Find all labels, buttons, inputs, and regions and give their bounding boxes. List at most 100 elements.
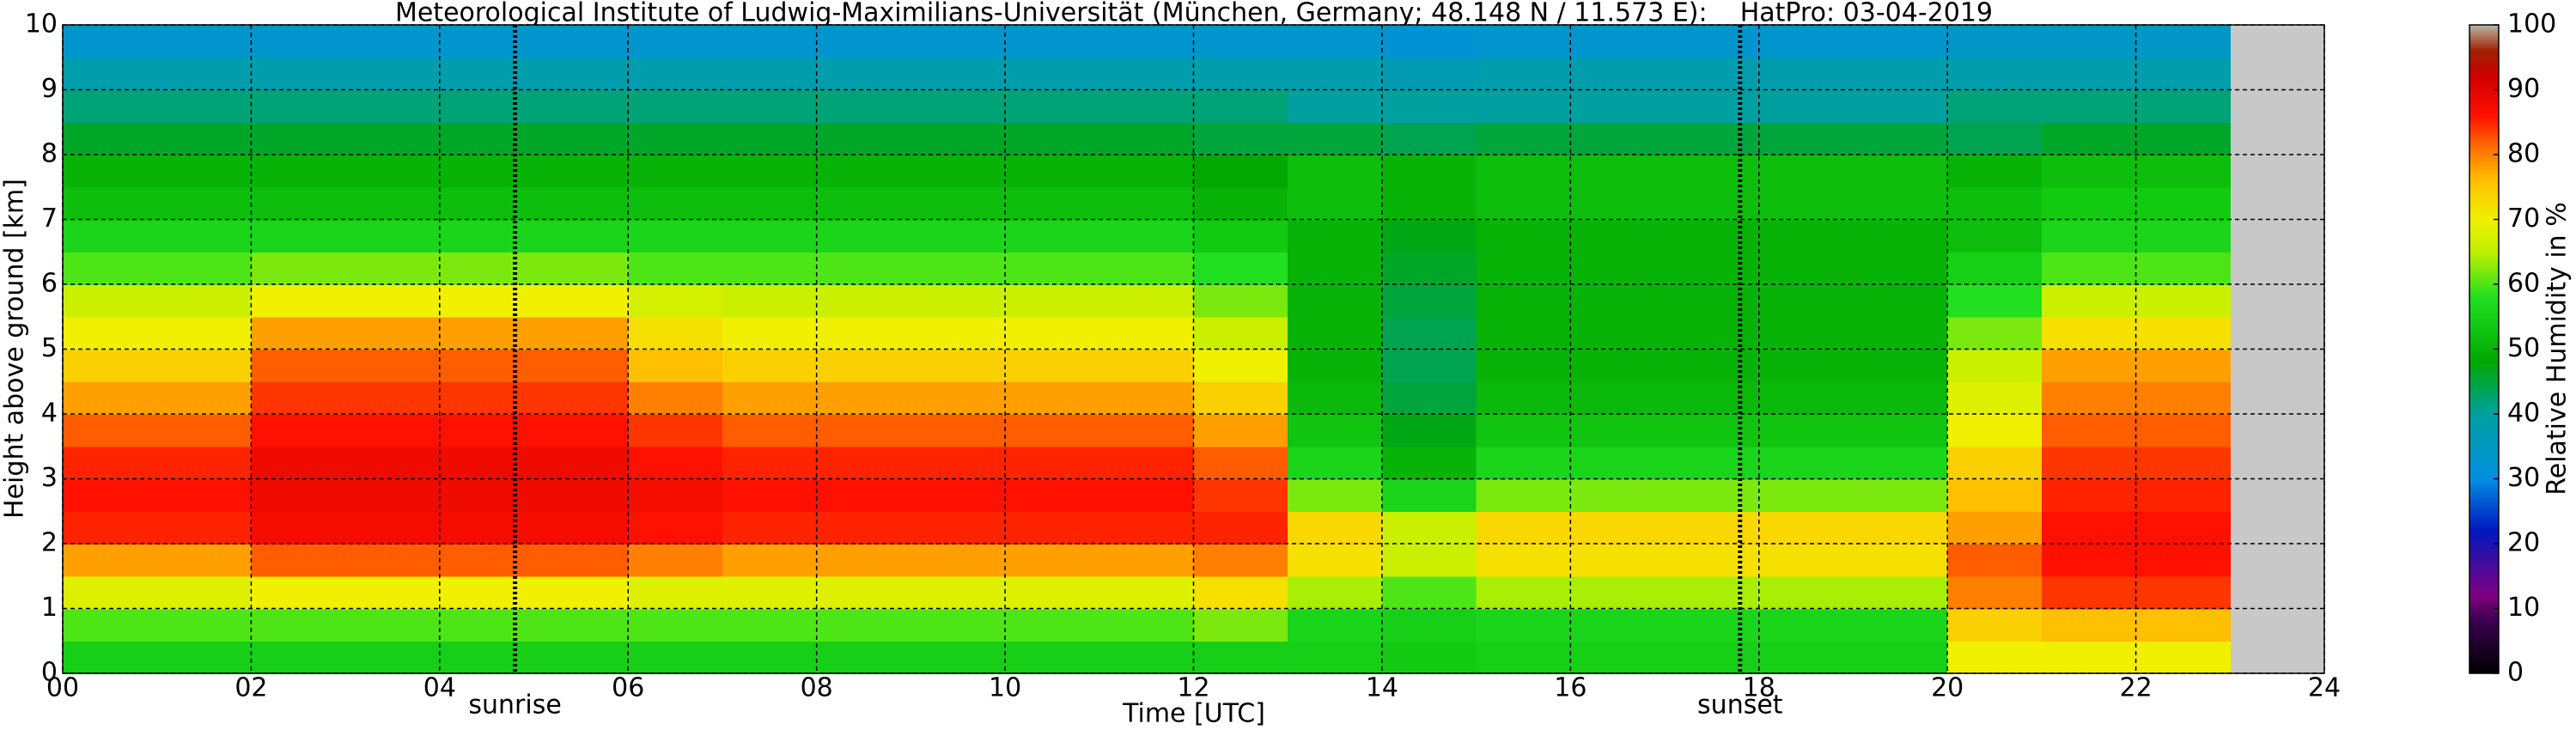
heatmap-cell — [2041, 608, 2137, 642]
heatmap-cell — [1570, 641, 1666, 674]
heatmap-cell — [1005, 219, 1100, 253]
y-tick-label: 8 — [41, 139, 58, 169]
annotation-label: sunset — [1697, 690, 1783, 721]
heatmap-cell — [345, 641, 441, 674]
heatmap-cell — [1947, 57, 2043, 91]
heatmap-cell — [1758, 89, 1854, 124]
heatmap-cell — [533, 349, 630, 383]
heatmap-cell — [439, 414, 535, 447]
heatmap-cell — [1099, 478, 1195, 513]
heatmap-cell — [1665, 316, 1760, 350]
heatmap-cell — [1947, 316, 2043, 350]
heatmap-cell — [1947, 381, 2043, 415]
heatmap-cell — [1853, 219, 1948, 253]
heatmap-cell — [1476, 89, 1572, 124]
heatmap-cell — [816, 284, 912, 318]
heatmap-cell — [1099, 25, 1195, 58]
heatmap-cell — [1288, 122, 1383, 155]
heatmap-cell — [251, 155, 346, 188]
heatmap-cell — [439, 57, 535, 91]
heatmap-cell — [1099, 349, 1195, 383]
heatmap-cell — [722, 414, 818, 447]
heatmap-cell — [156, 25, 253, 58]
heatmap-cell — [910, 575, 1006, 610]
heatmap-cell — [1853, 316, 1948, 350]
heatmap-cell — [533, 219, 630, 253]
heatmap-cell — [2041, 252, 2137, 285]
heatmap-cell — [251, 284, 346, 318]
heatmap-cell — [345, 349, 441, 383]
heatmap-cell — [1570, 414, 1666, 447]
y-tick-label: 10 — [25, 9, 58, 40]
x-tick-label: 06 — [612, 673, 644, 703]
heatmap-cell — [533, 186, 630, 221]
x-tick-label: 00 — [46, 673, 79, 703]
heatmap-cell — [2041, 25, 2137, 58]
heatmap-cell — [628, 641, 723, 674]
colorbar-tick-label: 20 — [2507, 528, 2540, 558]
heatmap-cell — [1099, 446, 1195, 480]
heatmap-cell — [1758, 252, 1854, 285]
heatmap-cell — [910, 155, 1006, 188]
heatmap-cell — [2135, 25, 2232, 58]
heatmap-cell — [439, 511, 535, 544]
heatmap-cell — [1947, 544, 2043, 577]
heatmap-cell — [156, 414, 253, 447]
heatmap-cell — [533, 575, 630, 610]
heatmap-cell — [156, 284, 253, 318]
heatmap-cell — [1758, 414, 1854, 447]
heatmap-cell — [251, 478, 346, 513]
heatmap-cell — [2041, 414, 2137, 447]
heatmap-cell — [1947, 186, 2043, 221]
heatmap-cell — [2135, 122, 2232, 155]
heatmap-cell — [1193, 284, 1289, 318]
heatmap-cell — [63, 511, 158, 544]
heatmap-cell — [1570, 381, 1666, 415]
heatmap-cell — [910, 252, 1006, 285]
heatmap-cell — [816, 608, 912, 642]
heatmap-cell — [628, 25, 723, 58]
heatmap-cell — [63, 641, 158, 674]
heatmap-cell — [910, 608, 1006, 642]
heatmap-cell — [63, 219, 158, 253]
heatmap-cell — [1005, 608, 1100, 642]
y-tick-label: 2 — [41, 528, 58, 558]
heatmap-cell — [63, 575, 158, 610]
heatmap-cell — [439, 25, 535, 58]
heatmap-cell — [439, 575, 535, 610]
heatmap-cell — [1853, 544, 1948, 577]
heatmap-cell — [1193, 122, 1289, 155]
heatmap-cell — [1853, 252, 1948, 285]
heatmap-cell — [156, 316, 253, 350]
heatmap-cell — [1853, 381, 1948, 415]
x-axis-label: Time [UTC] — [1122, 699, 1265, 729]
heatmap-cell — [156, 219, 253, 253]
heatmap-cell — [63, 284, 158, 318]
heatmap-cell — [345, 544, 441, 577]
y-tick-label: 9 — [41, 74, 58, 104]
heatmap-cell — [251, 122, 346, 155]
heatmap-cell — [2135, 446, 2232, 480]
heatmap-cell — [910, 57, 1006, 91]
heatmap-cell — [628, 349, 723, 383]
y-tick-label: 7 — [41, 204, 58, 234]
heatmap-cell — [1665, 89, 1760, 124]
heatmap-cell — [156, 511, 253, 544]
heatmap-cell — [1570, 284, 1666, 318]
heatmap-cell — [1665, 381, 1760, 415]
heatmap-cell — [816, 381, 912, 415]
heatmap-cell — [1476, 155, 1572, 188]
heatmap-cell — [251, 608, 346, 642]
heatmap-cell — [1288, 219, 1383, 253]
x-tick-label: 02 — [234, 673, 267, 703]
heatmap-cell — [1288, 478, 1383, 513]
heatmap-cell — [63, 57, 158, 91]
heatmap-cell — [910, 89, 1006, 124]
heatmap-cell — [910, 349, 1006, 383]
heatmap-cell — [1758, 544, 1854, 577]
heatmap-cell — [1570, 575, 1666, 610]
heatmap-cell — [1947, 25, 2043, 58]
x-tick-label: 08 — [801, 673, 833, 703]
y-tick-label: 0 — [41, 658, 58, 688]
